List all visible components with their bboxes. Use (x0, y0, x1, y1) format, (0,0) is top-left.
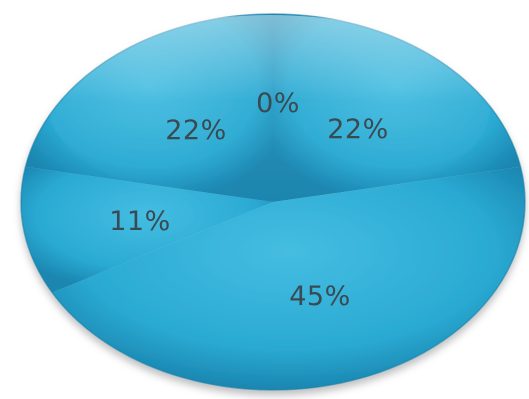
pie-data-label-4: 22% (165, 115, 227, 146)
pie-rim (20, 13, 526, 391)
pie-data-label-0: 0% (256, 88, 300, 119)
pie-data-labels: 0% 22% 45% 11% 22% (109, 88, 389, 312)
pie-data-label-2: 45% (289, 281, 351, 312)
pie-slice-2 (52, 166, 525, 390)
pie-data-label-3: 11% (109, 206, 171, 237)
pie-gloss-highlight (50, 15, 490, 205)
pie-data-label-1: 22% (327, 114, 389, 145)
